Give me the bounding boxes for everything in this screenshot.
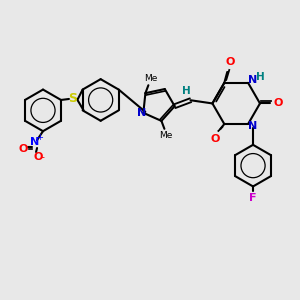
Text: -: - bbox=[40, 152, 44, 162]
Text: +: + bbox=[37, 133, 44, 142]
Text: S: S bbox=[68, 92, 77, 106]
Text: H: H bbox=[256, 72, 264, 82]
Text: N: N bbox=[248, 75, 258, 85]
Text: O: O bbox=[19, 144, 28, 154]
Text: O: O bbox=[33, 152, 43, 162]
Text: Me: Me bbox=[144, 74, 157, 83]
Text: H: H bbox=[182, 86, 191, 96]
Text: Me: Me bbox=[159, 131, 172, 140]
Text: O: O bbox=[273, 98, 283, 108]
Text: N: N bbox=[248, 121, 258, 131]
Text: N: N bbox=[137, 108, 146, 118]
Text: N: N bbox=[30, 137, 40, 147]
Text: O: O bbox=[226, 57, 235, 67]
Text: O: O bbox=[211, 134, 220, 144]
Text: F: F bbox=[249, 193, 257, 203]
